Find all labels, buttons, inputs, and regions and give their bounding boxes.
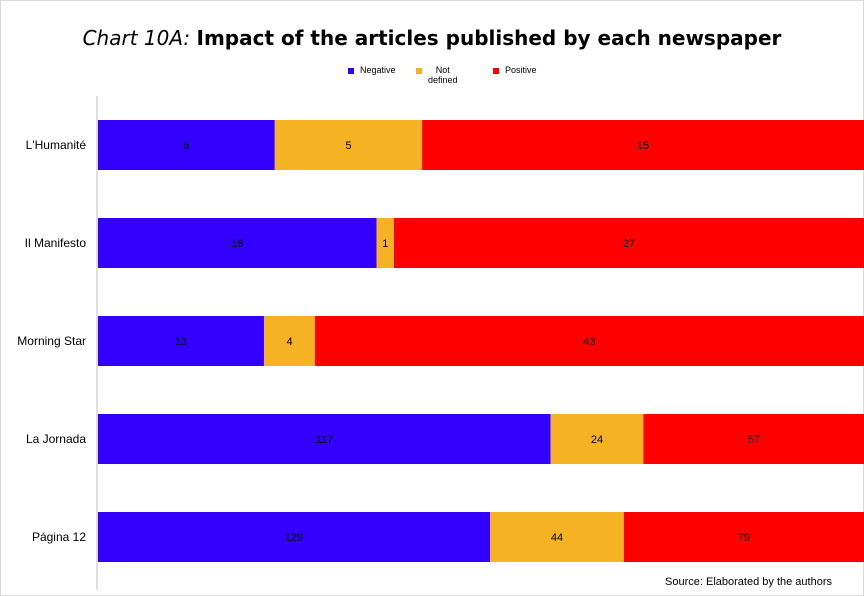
legend-swatch-not-defined [416, 68, 422, 74]
bar-not-defined-l-humanite [274, 120, 423, 170]
bar-not-defined-pagina-12 [490, 512, 624, 562]
data-label-negative-l-humanite: 6 [183, 140, 189, 152]
data-label-not-defined-il-manifesto: 1 [382, 238, 388, 250]
legend-label-negative: Negative [360, 65, 396, 75]
chart-title-main: Impact of the articles published by each… [196, 26, 782, 50]
data-label-negative-morning-star: 13 [175, 336, 187, 348]
source-note: Source: Elaborated by the authors [665, 576, 832, 588]
legend-label-positive: Positive [505, 65, 537, 75]
bar-positive-la-jornada [643, 414, 864, 464]
bar-not-defined-la-jornada [550, 414, 644, 464]
category-label-pagina-12: Página 12 [32, 530, 86, 544]
category-label-il-manifesto: Il Manifesto [25, 236, 87, 250]
bar-positive-il-manifesto [393, 218, 864, 268]
bar-positive-morning-star [315, 316, 864, 366]
category-label-l-humanite: L'Humanité [26, 138, 87, 152]
bar-positive-pagina-12 [623, 512, 864, 562]
bar-positive-l-humanite [422, 120, 864, 170]
category-label-la-jornada: La Jornada [26, 432, 86, 446]
bar-not-defined-morning-star [263, 316, 316, 366]
data-label-positive-la-jornada: 57 [748, 434, 760, 446]
legend-label-not-defined: Not defined [428, 65, 458, 85]
data-label-positive-il-manifesto: 27 [623, 238, 635, 250]
data-label-positive-l-humanite: 15 [637, 140, 649, 152]
legend-swatch-negative [348, 68, 354, 74]
bar-negative-la-jornada [98, 414, 551, 464]
data-label-negative-la-jornada: 117 [316, 434, 334, 446]
data-label-not-defined-pagina-12: 44 [551, 532, 563, 544]
data-label-positive-morning-star: 43 [583, 336, 595, 348]
chart-title-prefix: Chart 10A: [82, 26, 191, 50]
data-label-positive-pagina-12: 79 [738, 532, 750, 544]
bar-negative-il-manifesto [98, 218, 377, 268]
data-label-not-defined-la-jornada: 24 [591, 434, 603, 446]
bar-negative-l-humanite [98, 120, 275, 170]
category-label-morning-star: Morning Star [17, 334, 86, 348]
legend-swatch-positive [493, 68, 499, 74]
bar-negative-pagina-12 [98, 512, 491, 562]
bar-negative-morning-star [98, 316, 264, 366]
category-labels-group: L'Humanité Il Manifesto Morning Star La Jor… [17, 138, 86, 544]
data-label-negative-il-manifesto: 16 [231, 238, 243, 250]
data-label-not-defined-morning-star: 4 [286, 336, 292, 348]
data-label-not-defined-l-humanite: 5 [345, 140, 351, 152]
bars-group: 6 5 15 16 1 27 13 4 43 117 24 57 129 44 79 [98, 120, 864, 562]
bar-not-defined-il-manifesto [376, 218, 394, 268]
data-label-negative-pagina-12: 129 [285, 532, 303, 544]
chart-title: Chart 10A: Impact of the articles publis… [0, 26, 864, 50]
